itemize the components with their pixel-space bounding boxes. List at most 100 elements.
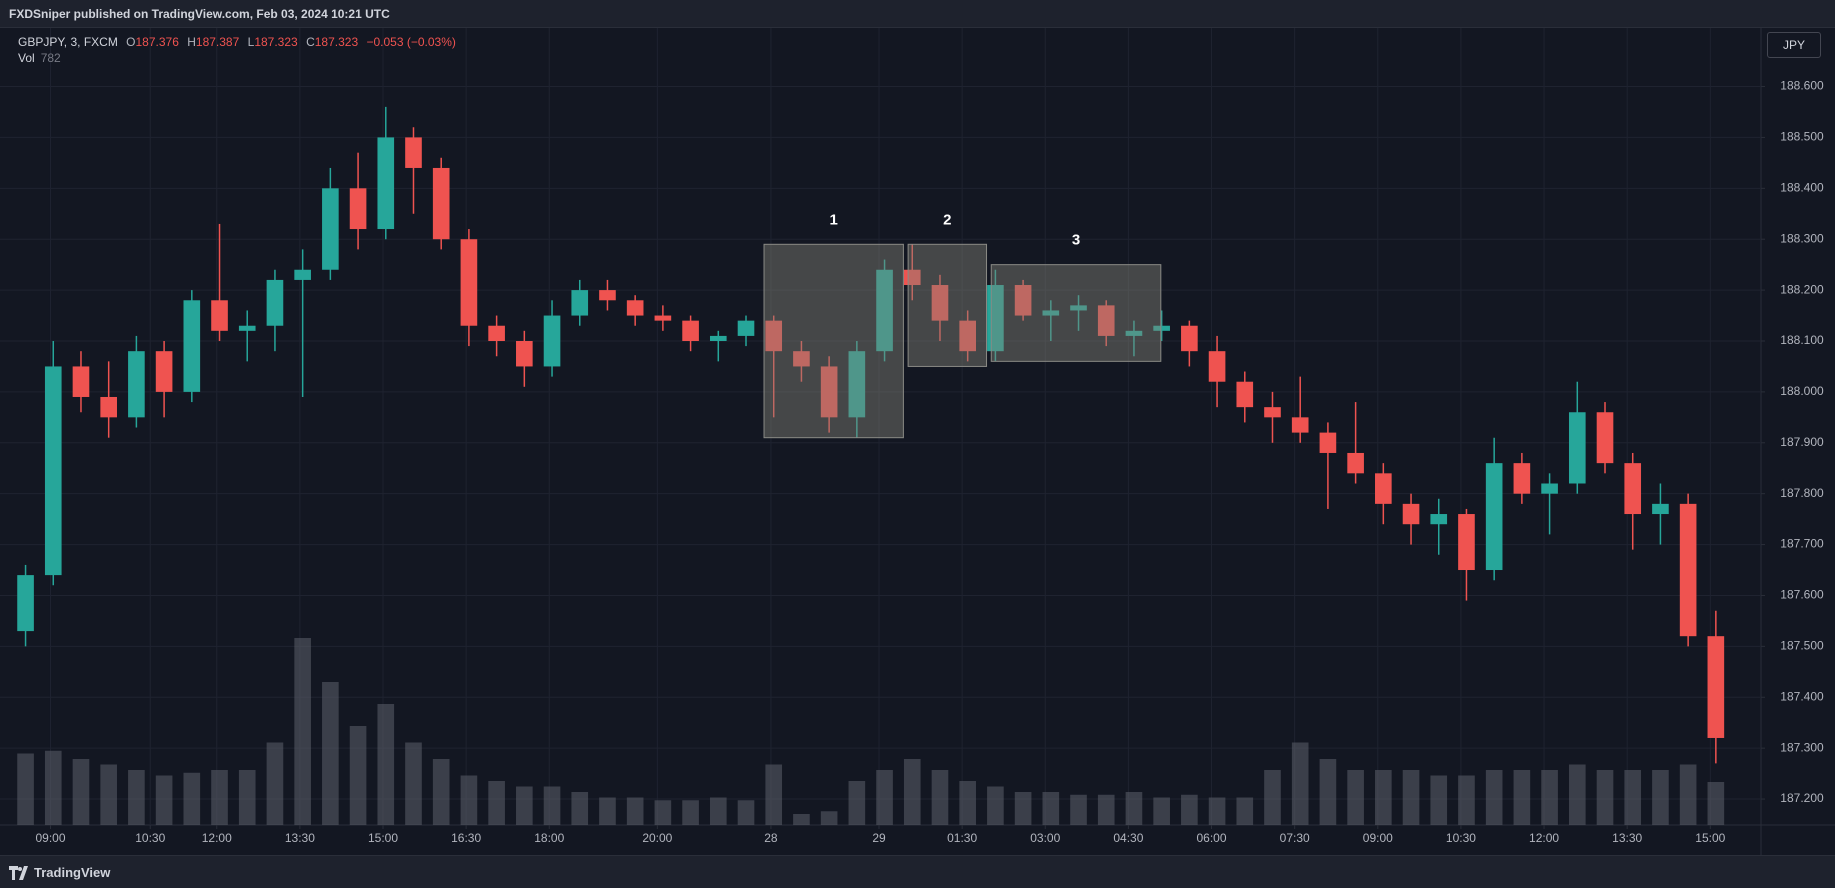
volume-bar (349, 726, 367, 825)
x-tick-label: 15:00 (1695, 831, 1725, 845)
candle-body (793, 351, 810, 367)
volume-bar (1291, 742, 1309, 825)
volume-bar (682, 800, 699, 825)
candle-body (17, 575, 34, 632)
x-tick-label: 07:30 (1280, 831, 1310, 845)
annotation-label: 2 (943, 211, 951, 228)
volume-bar (1347, 770, 1364, 825)
candle-body (1153, 325, 1170, 331)
candle-body (765, 320, 783, 352)
annotation-box (990, 264, 1162, 362)
candle-body (1679, 503, 1697, 637)
volume-bar (1097, 794, 1115, 825)
close-label: C (306, 35, 315, 49)
volume-bar (1679, 764, 1697, 825)
currency-button[interactable]: JPY (1767, 32, 1821, 58)
volume-bar (793, 814, 810, 825)
candle-body (1375, 473, 1392, 504)
volume-bar (1042, 792, 1060, 825)
change-value: −0.053 (−0.03%) (366, 35, 456, 49)
candle-body (1291, 417, 1309, 433)
candle-body (1541, 483, 1558, 494)
x-tick-label: 04:30 (1113, 831, 1143, 845)
volume-bar (1319, 759, 1337, 825)
volume-bar (1070, 794, 1087, 825)
volume-bar (599, 797, 616, 825)
y-tick-label: 187.700 (1780, 537, 1824, 551)
candle-body (322, 188, 339, 270)
volume-bar (294, 638, 311, 825)
volume-bar (405, 742, 422, 825)
low-label: L (247, 35, 255, 49)
volume-bar (709, 797, 727, 825)
y-tick-label: 188.500 (1780, 130, 1824, 144)
candle-body (72, 366, 90, 397)
candle-body (183, 300, 201, 392)
candle-body (820, 366, 838, 418)
candle-body (1347, 452, 1364, 474)
candle-body (709, 335, 727, 341)
volume-bar (1181, 794, 1198, 825)
ohlc-row: GBPJPY, 3, FXCM O187.376 H187.387 L187.3… (18, 34, 456, 50)
candle-body (1568, 412, 1586, 484)
candle-body (1236, 381, 1254, 408)
volume-value: 782 (40, 51, 61, 65)
volume-bar (377, 704, 395, 825)
candle-body (1181, 325, 1198, 352)
x-tick-label: 18:00 (534, 831, 564, 845)
y-tick-label: 187.500 (1780, 639, 1824, 653)
volume-bar (1208, 797, 1226, 825)
volume-bar (211, 770, 228, 825)
volume-row: Vol 782 (18, 50, 456, 66)
x-tick-label: 09:00 (35, 831, 65, 845)
volume-bar (987, 786, 1004, 825)
candle-body (571, 290, 589, 316)
header-bar: FXDSniper published on TradingView.com, … (0, 0, 1835, 28)
x-tick-label: 15:00 (368, 831, 398, 845)
candle-body (543, 315, 561, 367)
candle-body (1430, 514, 1448, 525)
open-label: O (126, 35, 136, 49)
volume-bar (44, 750, 62, 825)
volume-bar (1541, 770, 1558, 825)
volume-bar (543, 786, 561, 825)
x-tick-label: 12:00 (1529, 831, 1559, 845)
candle-body (211, 300, 228, 331)
candle-body (959, 320, 976, 352)
x-tick-label: 29 (872, 831, 886, 845)
symbol: GBPJPY, 3, FXCM (18, 35, 118, 49)
volume-bar (128, 770, 145, 825)
open-value: 187.376 (135, 35, 179, 49)
volume-bar (626, 797, 644, 825)
candle-body (128, 351, 145, 418)
volume-bar (737, 800, 755, 825)
annotation-label: 1 (830, 211, 838, 228)
y-tick-label: 187.900 (1780, 435, 1824, 449)
publish-info: FXDSniper published on TradingView.com, … (9, 7, 390, 21)
volume-bar (17, 753, 34, 825)
legend: GBPJPY, 3, FXCM O187.376 H187.387 L187.3… (18, 34, 456, 66)
y-tick-label: 188.600 (1780, 79, 1824, 93)
volume-bar (72, 759, 90, 825)
high-value: 187.387 (195, 35, 240, 49)
close-value: 187.323 (314, 35, 359, 49)
logo (9, 866, 28, 880)
annotation-box (763, 243, 904, 439)
volume-bar (1125, 792, 1143, 825)
candle-body (349, 188, 367, 230)
volume-bar (1458, 775, 1475, 825)
y-tick-label: 188.300 (1780, 231, 1824, 245)
x-tick-label: 10:30 (135, 831, 165, 845)
volume-bar (1707, 781, 1725, 825)
volume-bar (183, 772, 201, 825)
candle-body (1485, 463, 1503, 571)
volume-bar (654, 800, 672, 825)
volume-bar (1014, 792, 1032, 825)
volume-bar (1568, 764, 1586, 825)
annotation-label: 3 (1072, 232, 1080, 249)
candle-body (626, 300, 644, 316)
candle-body (1458, 514, 1475, 571)
candle-body (405, 137, 422, 168)
y-tick-label: 187.600 (1780, 588, 1824, 602)
